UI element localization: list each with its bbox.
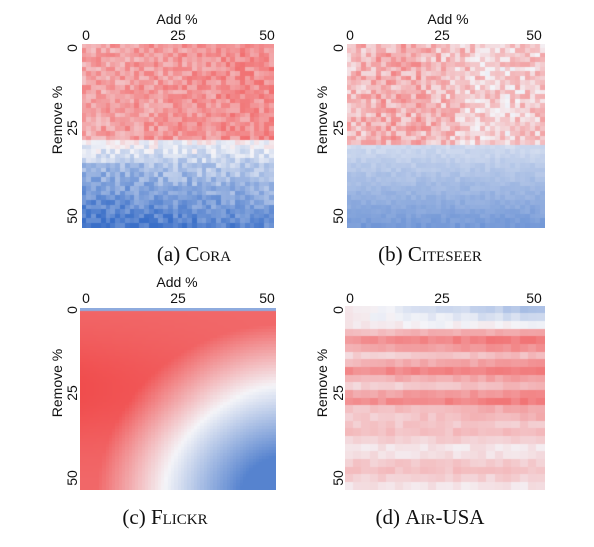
x-axis-title: Add % — [427, 11, 469, 27]
x-tick-25: 25 — [170, 27, 186, 43]
y-axis-title: Remove % — [314, 348, 330, 418]
x-tick-0: 0 — [82, 27, 90, 43]
caption-prefix: (b) — [378, 242, 408, 266]
y-tick-25: 25 — [330, 120, 346, 136]
y-tick-0: 0 — [330, 306, 346, 314]
y-tick-50: 50 — [64, 470, 80, 486]
caption-prefix: (d) — [375, 505, 406, 529]
caption-dataset-name: Air-USA — [405, 505, 485, 529]
x-tick-50: 50 — [259, 290, 275, 306]
heatmap-cells-cora — [82, 44, 274, 228]
y-tick-0: 0 — [64, 306, 80, 314]
caption-prefix: (a) — [156, 242, 186, 266]
x-tick-50: 50 — [526, 27, 542, 43]
y-tick-50: 50 — [330, 208, 346, 224]
panel-caption-flickr: (c) Flickr — [45, 505, 285, 530]
y-axis-title: Remove % — [49, 85, 65, 155]
x-tick-50: 50 — [526, 290, 542, 306]
x-axis-title: Add % — [156, 11, 198, 27]
x-tick-50: 50 — [259, 27, 275, 43]
x-tick-25: 25 — [434, 290, 450, 306]
y-axis-title: Remove % — [314, 85, 330, 155]
x-tick-25: 25 — [170, 290, 186, 306]
heatmap-cells-flickr — [80, 308, 276, 490]
y-tick-25: 25 — [330, 385, 346, 401]
x-tick-25: 25 — [434, 27, 450, 43]
x-tick-0: 0 — [82, 290, 90, 306]
x-axis-title: Add % — [156, 274, 198, 290]
y-axis-title: Remove % — [49, 348, 65, 418]
panel-caption-cora: (a) Cora — [74, 242, 314, 267]
x-tick-0: 0 — [346, 290, 354, 306]
caption-dataset-name: Flickr — [150, 505, 208, 529]
heatmap-cells-citeseer — [347, 44, 545, 228]
caption-dataset-name: Cora — [185, 242, 232, 266]
caption-dataset-name: Citeseer — [407, 242, 482, 266]
y-tick-25: 25 — [64, 120, 80, 136]
panel-caption-air-usa: (d) Air-USA — [310, 505, 550, 530]
x-tick-0: 0 — [346, 27, 354, 43]
y-tick-50: 50 — [330, 470, 346, 486]
panel-caption-citeseer: (b) Citeseer — [310, 242, 550, 267]
caption-prefix: (c) — [122, 505, 151, 529]
y-tick-50: 50 — [64, 208, 80, 224]
heatmap-cells-air-usa — [345, 306, 545, 490]
y-tick-0: 0 — [330, 44, 346, 52]
y-tick-25: 25 — [64, 385, 80, 401]
y-tick-0: 0 — [64, 44, 80, 52]
